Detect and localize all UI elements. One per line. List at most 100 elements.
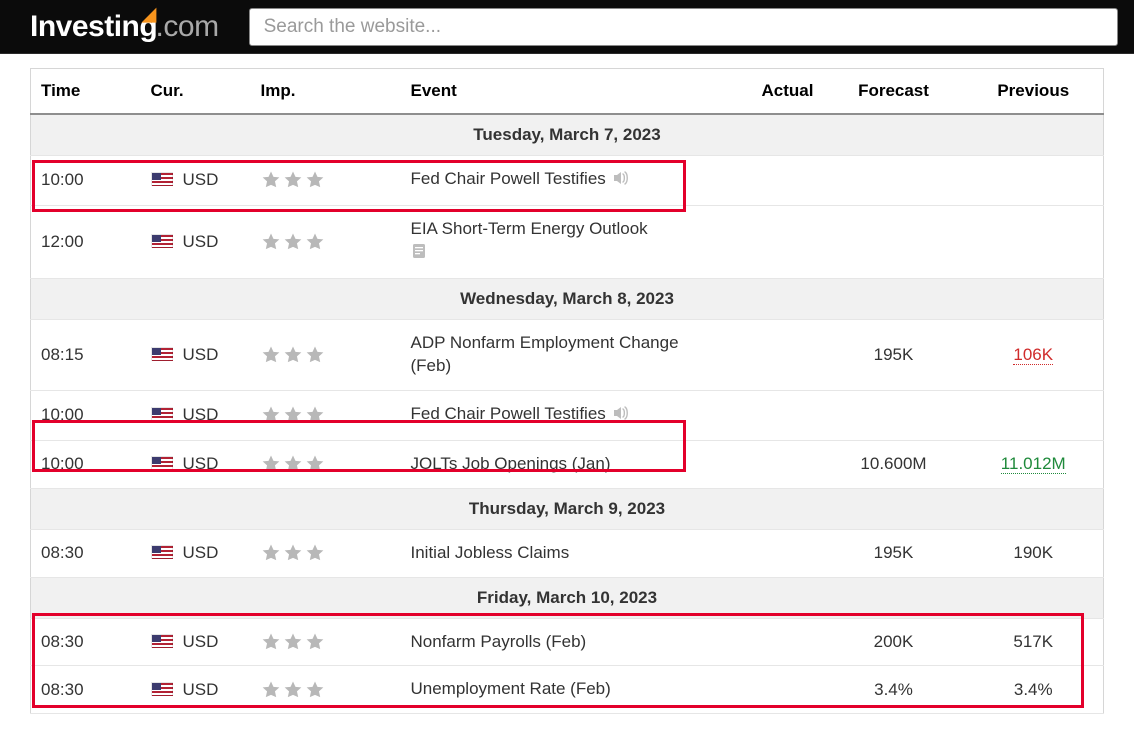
- col-header-actual[interactable]: Actual: [734, 69, 824, 115]
- table-header-row: Time Cur. Imp. Event Actual Forecast Pre…: [31, 69, 1104, 115]
- logo-text-dot: .: [156, 10, 164, 44]
- event-row[interactable]: 10:00USDJOLTs Job Openings (Jan)10.600M1…: [31, 440, 1104, 488]
- cell-time: 10:00: [31, 156, 141, 206]
- cell-time: 08:30: [31, 618, 141, 666]
- day-label: Wednesday, March 8, 2023: [31, 278, 1104, 319]
- cell-importance: [251, 390, 401, 440]
- star-icon: [261, 345, 281, 365]
- document-icon: [411, 243, 427, 266]
- cell-importance: [251, 529, 401, 577]
- cell-previous: 106K: [964, 319, 1104, 390]
- cell-currency: USD: [141, 156, 251, 206]
- us-flag-icon: [151, 347, 173, 361]
- cell-event[interactable]: Unemployment Rate (Feb): [401, 666, 734, 714]
- search-input[interactable]: [249, 8, 1118, 46]
- importance-stars: [261, 543, 391, 563]
- cell-actual: [734, 156, 824, 206]
- cell-time: 10:00: [31, 440, 141, 488]
- col-header-importance[interactable]: Imp.: [251, 69, 401, 115]
- star-icon: [261, 405, 281, 425]
- event-row[interactable]: 08:30USDNonfarm Payrolls (Feb)200K517K: [31, 618, 1104, 666]
- star-icon: [261, 632, 281, 652]
- cell-event[interactable]: ADP Nonfarm Employment Change (Feb): [401, 319, 734, 390]
- col-header-currency[interactable]: Cur.: [141, 69, 251, 115]
- event-row[interactable]: 10:00USD Fed Chair Powell Testifies: [31, 156, 1104, 206]
- star-icon: [261, 170, 281, 190]
- star-icon: [283, 454, 303, 474]
- star-icon: [305, 543, 325, 563]
- cell-previous: [964, 390, 1104, 440]
- cell-currency: USD: [141, 319, 251, 390]
- cell-importance: [251, 156, 401, 206]
- star-icon: [283, 405, 303, 425]
- day-header-row: Friday, March 10, 2023: [31, 577, 1104, 618]
- importance-stars: [261, 232, 391, 252]
- cell-actual: [734, 440, 824, 488]
- star-icon: [283, 543, 303, 563]
- cell-event[interactable]: Initial Jobless Claims: [401, 529, 734, 577]
- col-header-event[interactable]: Event: [401, 69, 734, 115]
- day-header-row: Wednesday, March 8, 2023: [31, 278, 1104, 319]
- cell-time: 12:00: [31, 205, 141, 278]
- cell-forecast: 200K: [824, 618, 964, 666]
- logo-text-suffix: com: [163, 10, 218, 44]
- cell-previous: 11.012M: [964, 440, 1104, 488]
- importance-stars: [261, 170, 391, 190]
- cell-event[interactable]: Fed Chair Powell Testifies: [401, 390, 734, 440]
- cell-event[interactable]: Nonfarm Payrolls (Feb): [401, 618, 734, 666]
- speaker-icon: [612, 405, 630, 428]
- star-icon: [305, 632, 325, 652]
- cell-actual: [734, 319, 824, 390]
- day-label: Friday, March 10, 2023: [31, 577, 1104, 618]
- cell-actual: [734, 390, 824, 440]
- top-bar: Investing◢.com: [0, 0, 1134, 54]
- cell-event[interactable]: Fed Chair Powell Testifies: [401, 156, 734, 206]
- us-flag-icon: [151, 634, 173, 648]
- logo-text-main: Investing: [30, 10, 157, 44]
- cell-time: 08:30: [31, 529, 141, 577]
- col-header-time[interactable]: Time: [31, 69, 141, 115]
- importance-stars: [261, 680, 391, 700]
- event-row[interactable]: 12:00USD EIA Short-Term Energy Outlook: [31, 205, 1104, 278]
- cell-previous: 190K: [964, 529, 1104, 577]
- cell-forecast: 195K: [824, 529, 964, 577]
- cell-time: 10:00: [31, 390, 141, 440]
- event-row[interactable]: 08:15USD ADP Nonfarm Employment Change (F…: [31, 319, 1104, 390]
- cell-forecast: [824, 390, 964, 440]
- cell-actual: [734, 618, 824, 666]
- star-icon: [305, 170, 325, 190]
- star-icon: [261, 454, 281, 474]
- star-icon: [305, 345, 325, 365]
- event-row[interactable]: 10:00USDFed Chair Powell Testifies: [31, 390, 1104, 440]
- importance-stars: [261, 632, 391, 652]
- col-header-previous[interactable]: Previous: [964, 69, 1104, 115]
- event-row[interactable]: 08:30USDInitial Jobless Claims195K190K: [31, 529, 1104, 577]
- cell-currency: USD: [141, 440, 251, 488]
- cell-event[interactable]: EIA Short-Term Energy Outlook: [401, 205, 734, 278]
- cell-previous: 517K: [964, 618, 1104, 666]
- cell-previous: [964, 156, 1104, 206]
- star-icon: [261, 543, 281, 563]
- star-icon: [305, 232, 325, 252]
- day-label: Thursday, March 9, 2023: [31, 488, 1104, 529]
- calendar-page: Time Cur. Imp. Event Actual Forecast Pre…: [0, 54, 1134, 734]
- cell-event[interactable]: JOLTs Job Openings (Jan): [401, 440, 734, 488]
- importance-stars: [261, 405, 391, 425]
- cell-time: 08:15: [31, 319, 141, 390]
- cell-forecast: [824, 156, 964, 206]
- day-header-row: Thursday, March 9, 2023: [31, 488, 1104, 529]
- site-logo[interactable]: Investing◢.com: [30, 10, 219, 44]
- search-wrap: [249, 8, 1118, 46]
- cell-currency: USD: [141, 205, 251, 278]
- star-icon: [261, 232, 281, 252]
- economic-calendar-table: Time Cur. Imp. Event Actual Forecast Pre…: [30, 68, 1104, 714]
- star-icon: [261, 680, 281, 700]
- event-row[interactable]: 08:30USDUnemployment Rate (Feb)3.4%3.4%: [31, 666, 1104, 714]
- cell-actual: [734, 205, 824, 278]
- us-flag-icon: [151, 456, 173, 470]
- cell-actual: [734, 529, 824, 577]
- star-icon: [283, 680, 303, 700]
- cell-forecast: 3.4%: [824, 666, 964, 714]
- cell-time: 08:30: [31, 666, 141, 714]
- col-header-forecast[interactable]: Forecast: [824, 69, 964, 115]
